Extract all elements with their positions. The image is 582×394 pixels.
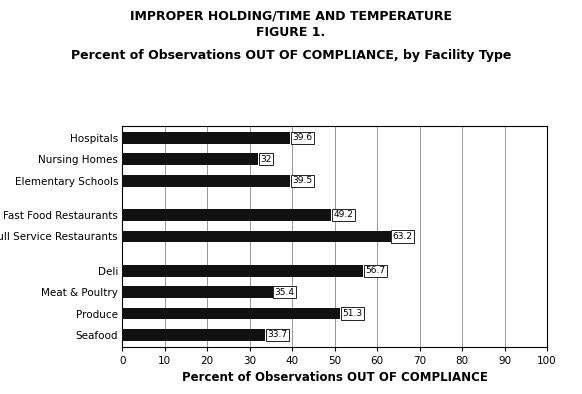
Bar (122, 308, 340, 320)
Bar (122, 153, 258, 165)
Bar (122, 230, 391, 242)
Bar (122, 329, 265, 341)
X-axis label: Percent of Observations OUT OF COMPLIANCE: Percent of Observations OUT OF COMPLIANC… (182, 371, 488, 384)
Text: 39.6: 39.6 (293, 133, 313, 142)
Text: Percent of Observations OUT OF COMPLIANCE, by Facility Type: Percent of Observations OUT OF COMPLIANC… (71, 49, 511, 62)
Bar (122, 265, 363, 277)
Text: 35.4: 35.4 (275, 288, 294, 297)
Text: 51.3: 51.3 (342, 309, 363, 318)
Text: 33.7: 33.7 (268, 331, 288, 340)
Text: 63.2: 63.2 (393, 232, 413, 241)
Text: 56.7: 56.7 (365, 266, 385, 275)
Text: 49.2: 49.2 (333, 210, 353, 219)
Text: IMPROPER HOLDING/TIME AND TEMPERATURE: IMPROPER HOLDING/TIME AND TEMPERATURE (130, 10, 452, 23)
Text: 32: 32 (260, 155, 272, 164)
Bar (122, 209, 331, 221)
Bar (122, 132, 290, 144)
Text: 39.5: 39.5 (292, 176, 313, 185)
Text: FIGURE 1.: FIGURE 1. (257, 26, 325, 39)
Bar (122, 286, 272, 298)
Bar (122, 175, 290, 187)
